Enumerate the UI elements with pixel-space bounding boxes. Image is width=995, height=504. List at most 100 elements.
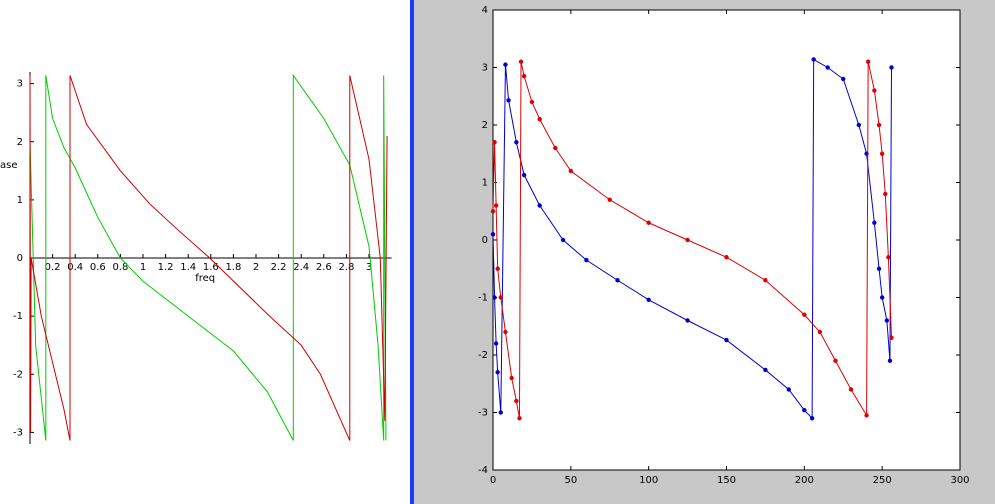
data-marker [876,122,882,128]
data-marker [498,295,503,300]
x-tick-label: 2.2 [271,262,287,273]
data-marker [884,318,890,323]
x-tick-label: 0.4 [67,262,83,273]
data-marker [786,387,791,392]
data-marker [876,266,882,271]
data-marker [809,416,815,421]
data-marker [856,122,862,128]
y-tick-label: -2 [13,369,23,380]
data-marker [553,145,558,151]
data-marker [490,232,496,237]
data-marker [685,237,690,243]
data-marker [495,266,500,271]
y-tick-label: 4 [482,5,488,16]
data-marker [503,62,508,67]
x-tick-label: 1.8 [225,262,241,273]
data-marker [825,65,830,70]
data-marker [763,367,768,373]
y-tick-label: -1 [13,311,23,322]
data-marker [492,295,497,300]
data-marker [889,65,894,70]
data-marker [537,203,542,208]
data-marker [518,59,524,64]
x-tick-label: 150 [717,475,736,486]
x-tick-label: 100 [639,475,658,486]
y-tick-label: -3 [13,427,23,438]
y-tick-label: 0 [482,235,488,246]
data-line [29,73,387,441]
y-tick-label: 3 [17,79,23,90]
data-marker [724,255,729,260]
y-tick-label: 2 [17,137,23,148]
x-tick-label: 250 [873,475,892,486]
data-line [492,61,893,419]
data-marker [514,398,519,404]
y-tick-label: -2 [478,350,488,361]
data-marker [817,329,823,335]
x-tick-label: 2.6 [316,262,332,273]
data-marker [493,203,499,208]
y-axis-label: ase [0,160,18,171]
data-marker [802,408,807,413]
y-tick-label: 3 [482,63,488,74]
x-tick-label: 0.8 [112,262,128,273]
left-panel [0,0,410,504]
data-marker [872,88,877,93]
data-marker [493,341,499,346]
x-tick-label: 1.2 [158,262,174,273]
x-tick-label: 0.2 [45,262,61,273]
data-marker [521,73,527,79]
data-marker [521,172,527,178]
data-marker [879,295,885,300]
x-tick-label: 1.6 [203,262,219,273]
x-tick-label: 300 [950,475,969,486]
data-marker [506,98,511,103]
data-marker [886,255,891,260]
data-marker [865,59,871,64]
data-marker [568,168,574,174]
data-marker [889,335,894,340]
x-tick-label: 0.6 [90,262,106,273]
data-marker [503,329,508,335]
data-marker [872,220,877,225]
data-marker [883,191,888,197]
data-marker [811,57,816,62]
x-tick-label: 50 [564,475,577,486]
data-marker [646,297,651,302]
data-marker [879,151,885,156]
y-tick-label: 2 [482,120,488,131]
data-marker [841,76,846,82]
data-marker [646,220,651,225]
data-marker [724,337,729,343]
y-tick-label: 1 [17,195,23,206]
x-tick-label: 1 [140,262,146,273]
x-tick-label: 1.4 [180,262,196,273]
data-marker [492,140,497,145]
data-marker [537,117,542,122]
data-marker [615,278,620,283]
data-marker [887,358,893,363]
data-marker [833,358,838,363]
data-marker [864,413,869,418]
data-marker [509,375,514,381]
plot-area [492,9,961,471]
data-marker [685,318,690,323]
y-tick-label: -4 [478,465,488,476]
y-tick-label: -3 [478,408,488,419]
data-line [29,75,388,441]
data-marker [490,209,496,214]
data-marker [517,416,522,421]
y-tick-label: 1 [482,178,488,189]
data-marker [607,197,612,202]
x-tick-label: 200 [795,475,814,486]
data-marker [584,257,589,263]
separator [410,0,414,504]
x-axis-label: freq [195,273,215,284]
data-marker [802,312,807,317]
data-marker [498,410,503,415]
data-marker [848,387,854,392]
y-tick-label: -1 [478,293,488,304]
data-marker [514,140,519,145]
x-tick-label: 2.8 [338,262,354,273]
